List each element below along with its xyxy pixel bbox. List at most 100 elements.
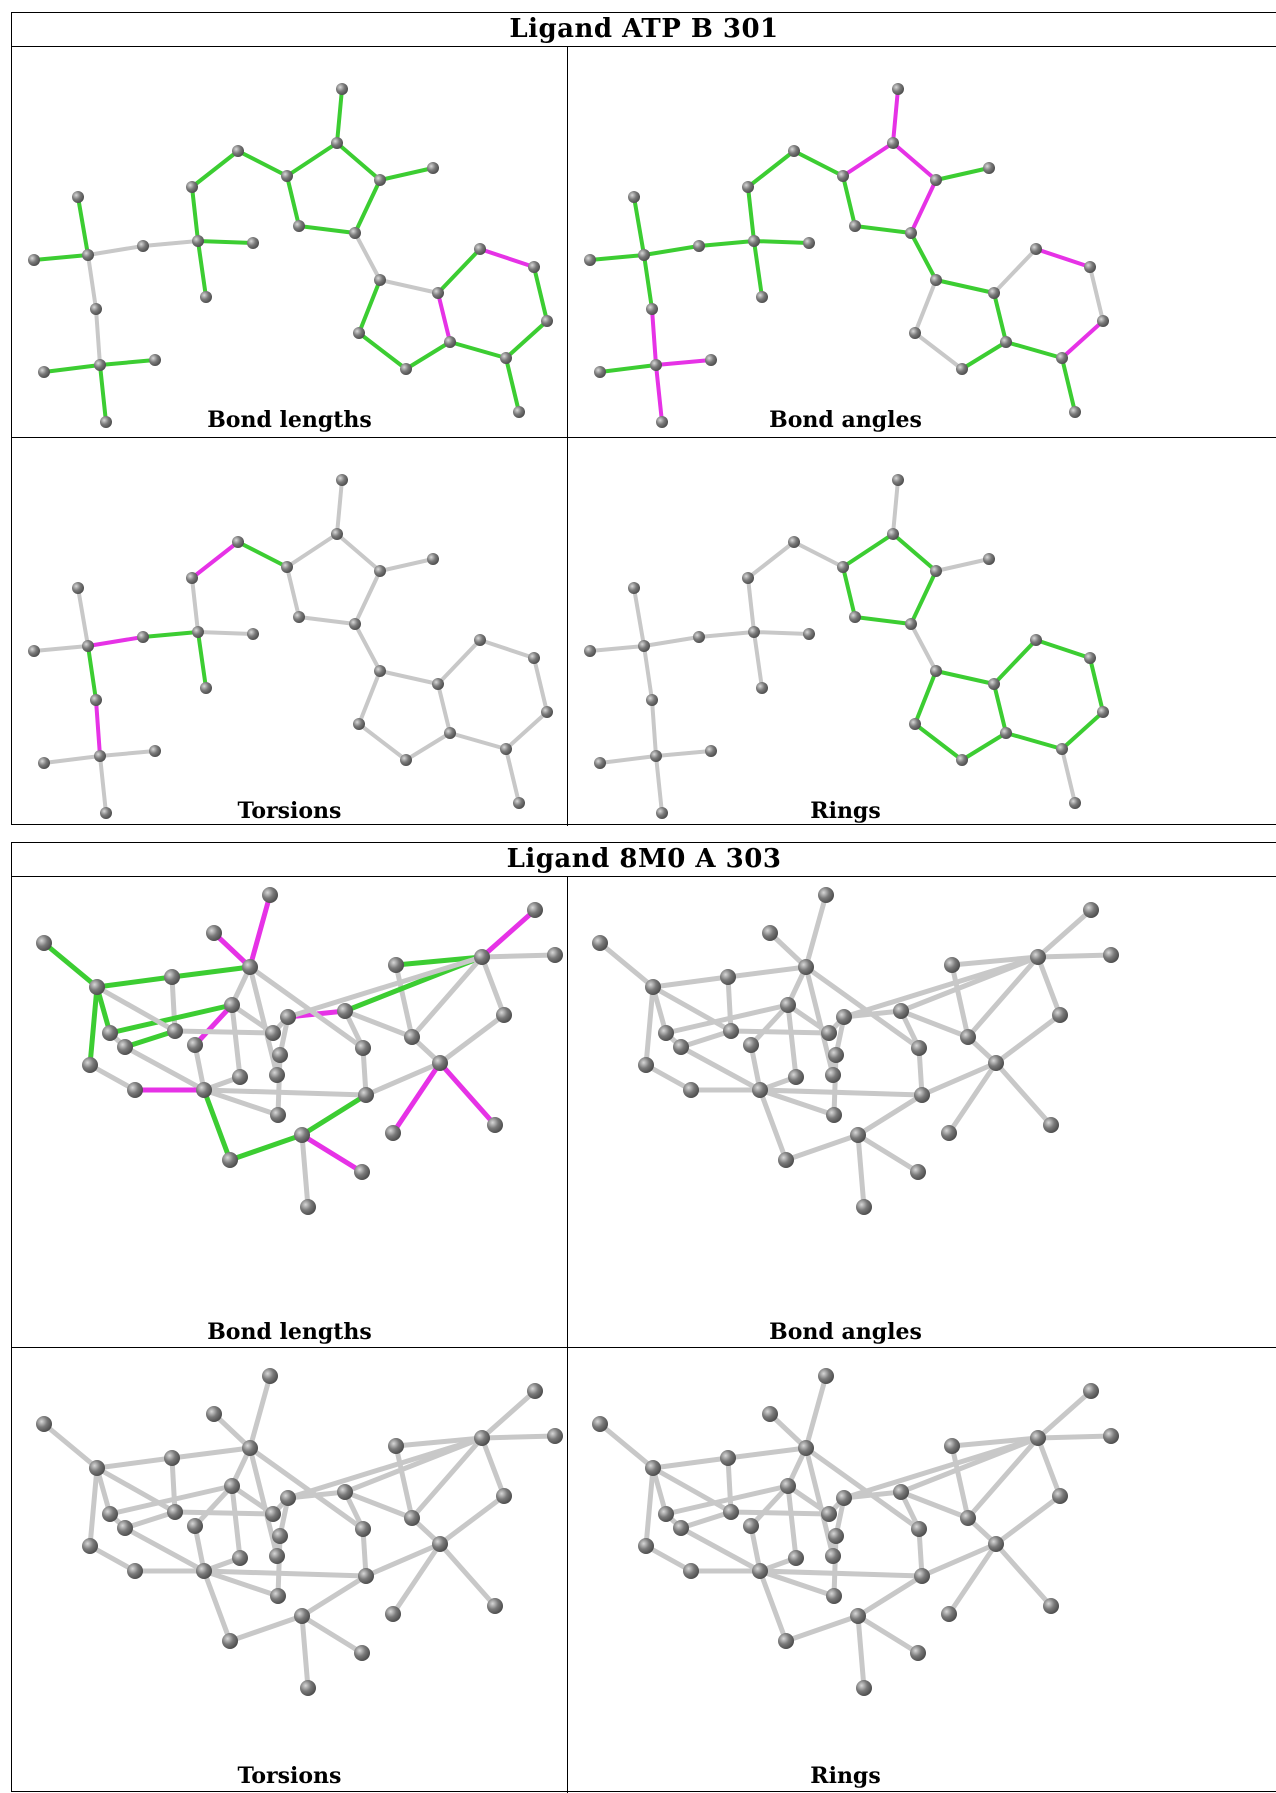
atom bbox=[914, 1087, 930, 1103]
bond bbox=[436, 638, 482, 686]
bond bbox=[436, 247, 482, 295]
atom bbox=[756, 291, 768, 303]
molecule-graph bbox=[592, 1368, 1119, 1696]
atom bbox=[192, 626, 204, 638]
atom bbox=[683, 1082, 699, 1098]
atom bbox=[38, 757, 50, 769]
bond bbox=[478, 247, 536, 269]
atom bbox=[705, 745, 717, 757]
bond bbox=[841, 532, 895, 569]
atom bbox=[905, 618, 917, 630]
bond bbox=[227, 1132, 305, 1163]
atom bbox=[837, 561, 849, 573]
atom bbox=[513, 797, 525, 809]
bond bbox=[299, 1613, 311, 1691]
atom bbox=[656, 416, 668, 428]
bond bbox=[479, 1433, 558, 1441]
bond bbox=[532, 265, 549, 323]
atom bbox=[592, 1416, 608, 1432]
bond bbox=[196, 239, 208, 299]
atom bbox=[82, 640, 94, 652]
bond bbox=[393, 1443, 415, 1521]
atom bbox=[911, 1040, 927, 1056]
panel-caption: Torsions bbox=[237, 798, 342, 824]
bond bbox=[1004, 731, 1064, 751]
atom bbox=[910, 1645, 926, 1661]
bond bbox=[285, 954, 485, 1020]
bond bbox=[201, 1568, 233, 1644]
bond bbox=[891, 478, 900, 536]
atom bbox=[892, 83, 904, 95]
bond bbox=[285, 532, 339, 569]
atom bbox=[547, 947, 563, 963]
atom bbox=[673, 1520, 689, 1536]
bond bbox=[478, 638, 536, 660]
atom bbox=[743, 1518, 759, 1534]
atom bbox=[432, 1536, 448, 1552]
atom bbox=[337, 1003, 353, 1019]
bond bbox=[803, 1445, 922, 1532]
molecule-graph bbox=[584, 83, 1109, 428]
atom bbox=[723, 1504, 739, 1520]
atom bbox=[374, 274, 386, 286]
atom bbox=[269, 1067, 285, 1083]
atom bbox=[262, 887, 278, 903]
panel-bond-angles: Bond angles bbox=[568, 47, 1276, 437]
bond bbox=[650, 984, 734, 1034]
atom bbox=[222, 1152, 238, 1168]
bond bbox=[913, 278, 938, 335]
atom bbox=[38, 366, 50, 378]
bond bbox=[1035, 952, 1114, 960]
atom bbox=[117, 1039, 133, 1055]
bond bbox=[598, 363, 658, 374]
bond bbox=[855, 1613, 867, 1691]
atom bbox=[200, 682, 212, 694]
bond bbox=[122, 1509, 178, 1531]
bond bbox=[993, 1012, 1063, 1066]
bond bbox=[196, 630, 208, 690]
bond bbox=[841, 141, 895, 178]
atom bbox=[388, 1438, 404, 1454]
bond bbox=[227, 1613, 305, 1644]
bond bbox=[86, 644, 98, 702]
bond bbox=[357, 669, 382, 726]
atom bbox=[232, 536, 244, 548]
atom bbox=[826, 1107, 842, 1123]
bond bbox=[803, 1373, 829, 1451]
bond bbox=[642, 253, 654, 311]
atom bbox=[748, 235, 760, 247]
atom bbox=[336, 474, 348, 486]
molecule-graph bbox=[28, 83, 553, 428]
atom bbox=[850, 1127, 866, 1143]
atom bbox=[683, 1563, 699, 1579]
atom bbox=[270, 1107, 286, 1123]
bond bbox=[172, 1028, 276, 1036]
atom bbox=[200, 291, 212, 303]
atom bbox=[149, 745, 161, 757]
atom bbox=[826, 1588, 842, 1604]
molecule-view bbox=[592, 887, 1119, 1215]
panel-grid: Bond lengths Bond angles Torsions Rings bbox=[12, 47, 1276, 826]
atom bbox=[752, 1082, 768, 1098]
atom bbox=[673, 1039, 689, 1055]
bond bbox=[393, 1435, 485, 1449]
atom bbox=[825, 1548, 841, 1564]
bond bbox=[393, 954, 485, 968]
bond bbox=[909, 231, 938, 282]
molecule-view bbox=[584, 474, 1109, 819]
bond bbox=[632, 195, 646, 257]
atom bbox=[28, 254, 40, 266]
bond bbox=[41, 1421, 100, 1471]
atom bbox=[82, 1538, 98, 1554]
bond bbox=[654, 363, 664, 424]
atom bbox=[849, 220, 861, 232]
bond bbox=[965, 1435, 1041, 1521]
atom bbox=[887, 528, 899, 540]
bond bbox=[378, 166, 435, 182]
panel-caption: Bond lengths bbox=[207, 1319, 372, 1345]
panel-caption: Bond angles bbox=[769, 1319, 922, 1345]
atom bbox=[909, 718, 921, 730]
atom bbox=[242, 959, 258, 975]
atom bbox=[247, 237, 259, 249]
bond bbox=[841, 174, 857, 228]
